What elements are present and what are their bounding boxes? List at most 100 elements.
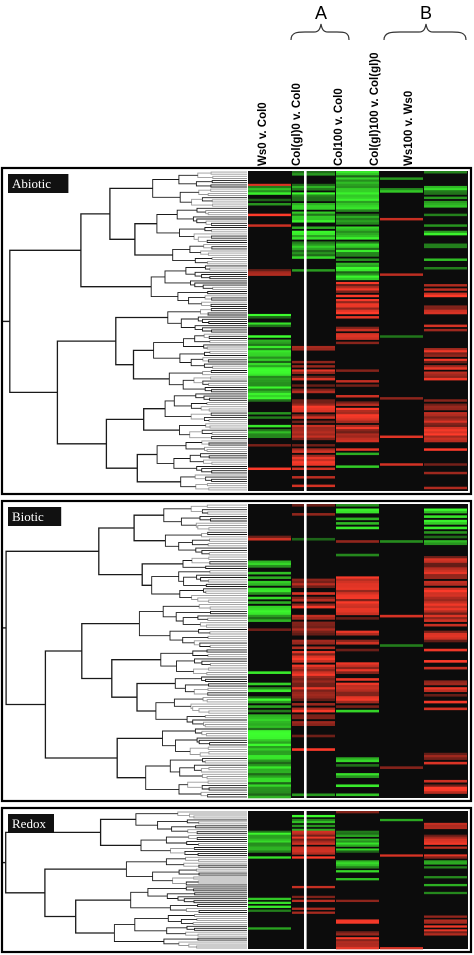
heatmap-cell: [248, 365, 291, 368]
heatmap-cells: [248, 504, 467, 799]
dendrogram-branch: [205, 220, 247, 225]
heatmap-cell: [248, 844, 291, 847]
heatmap-cell: [380, 273, 423, 276]
panel-abiotic: Abiotic: [0, 166, 473, 496]
heatmap-cell: [248, 429, 291, 432]
dendrogram-branch: [202, 757, 247, 763]
dendrogram-branch: [198, 739, 247, 745]
heatmap-cell: [336, 931, 379, 934]
heatmap-cell: [248, 313, 291, 317]
heatmap-cell: [292, 603, 335, 607]
heatmap-cell: [248, 755, 291, 758]
heatmap-cell: [424, 598, 467, 602]
heatmap-cell: [336, 237, 379, 240]
heatmap-cell: [336, 666, 379, 670]
column-labels: Ws0 v. Col0 Col(gl)0 v. Col0 Col100 v. C…: [257, 52, 415, 166]
heatmap-cell: [380, 818, 423, 822]
heatmap-cell: [292, 734, 335, 738]
heatmap-cell: [336, 177, 379, 180]
heatmap-cell: [248, 759, 291, 763]
heatmap-cell: [424, 515, 467, 518]
heatmap-cell: [336, 213, 379, 217]
heatmap-cell: [336, 316, 379, 319]
heatmap-cell: [336, 401, 379, 404]
heatmap-cell: [424, 365, 467, 368]
dendrogram-branch: [208, 667, 247, 671]
heatmap-cell: [336, 249, 379, 253]
dendrogram-branch: [151, 576, 180, 595]
dendrogram-branch: [207, 531, 247, 535]
heatmap-cell: [292, 850, 335, 853]
heatmap-cell: [248, 773, 291, 776]
heatmap-cell: [336, 254, 379, 257]
heatmap-cell: [424, 660, 467, 663]
dendrogram-branch: [145, 765, 179, 790]
dendrogram-branch: [153, 342, 184, 359]
dendrogram-branch: [209, 742, 247, 746]
dendrogram-branch: [208, 552, 247, 556]
heatmap-cell: [248, 371, 291, 375]
heatmap-cell: [248, 203, 291, 206]
dendrogram-branch: [206, 699, 247, 703]
heatmap-cell: [336, 598, 379, 602]
heatmap-cell: [336, 553, 379, 557]
heatmap-cell: [248, 779, 291, 783]
heatmap-cell: [336, 185, 379, 189]
heatmap-cell: [424, 630, 467, 634]
dendrogram-branch: [212, 365, 247, 369]
heatmap-cell: [292, 684, 335, 688]
heatmap-cell: [292, 693, 335, 697]
heatmap-cell: [424, 826, 467, 830]
heatmap-cell: [336, 870, 379, 873]
heatmap-cell: [336, 452, 379, 456]
heatmap-cell: [336, 277, 379, 281]
heatmap-cell: [424, 846, 467, 849]
heatmap-cell: [424, 508, 467, 512]
dendrogram-branch: [210, 412, 247, 416]
heatmap-cell: [424, 437, 467, 441]
heatmap-cell: [292, 407, 335, 411]
heatmap-cell: [292, 680, 335, 684]
dendrogram-branch: [207, 291, 247, 295]
heatmap-cell: [336, 245, 379, 249]
heatmap-cell: [424, 416, 467, 419]
dendrogram-branch: [208, 767, 247, 771]
heatmap-cell: [424, 433, 467, 436]
heatmap-cell: [336, 222, 379, 225]
heatmap-cell: [292, 838, 335, 841]
dendrogram-branch: [207, 687, 247, 692]
heatmap-cell: [292, 371, 335, 375]
heatmap-cell: [248, 416, 291, 419]
heatmap-cell: [292, 617, 335, 620]
dendrogram-branch: [196, 837, 247, 841]
dendrogram-branch: [209, 538, 247, 542]
heatmap-cell: [248, 793, 291, 797]
heatmap-cell: [336, 933, 379, 936]
heatmap-cell: [424, 424, 467, 428]
heatmap-cell: [292, 235, 335, 238]
heatmap-cell: [424, 623, 467, 627]
dendrogram-branch: [192, 921, 247, 925]
heatmap-cell: [248, 671, 291, 674]
heatmap-cell: [292, 714, 335, 717]
dendrogram-branch: [169, 630, 199, 641]
heatmap-cell: [292, 820, 335, 824]
heatmap-cell: [424, 700, 467, 704]
heatmap-cell: [292, 537, 335, 541]
dendrogram-branch: [201, 429, 247, 434]
dendrogram-branch: [207, 780, 247, 784]
heatmap-cell: [292, 243, 335, 247]
dendrogram-branch: [209, 276, 247, 280]
heatmap-cell: [336, 947, 379, 950]
dendrogram-branch: [185, 886, 247, 891]
dendrogram-branch: [209, 340, 247, 344]
dendrogram-branch: [187, 829, 247, 834]
heatmap-cell: [292, 448, 335, 451]
heatmap-cell: [336, 585, 379, 589]
heatmap-cell: [336, 190, 379, 193]
heatmap-cell: [292, 429, 335, 432]
dendrogram-branch: [133, 514, 166, 542]
heatmap-cells: [248, 811, 467, 950]
heatmap-cell: [248, 348, 291, 351]
dendrogram-branch: [204, 351, 247, 356]
